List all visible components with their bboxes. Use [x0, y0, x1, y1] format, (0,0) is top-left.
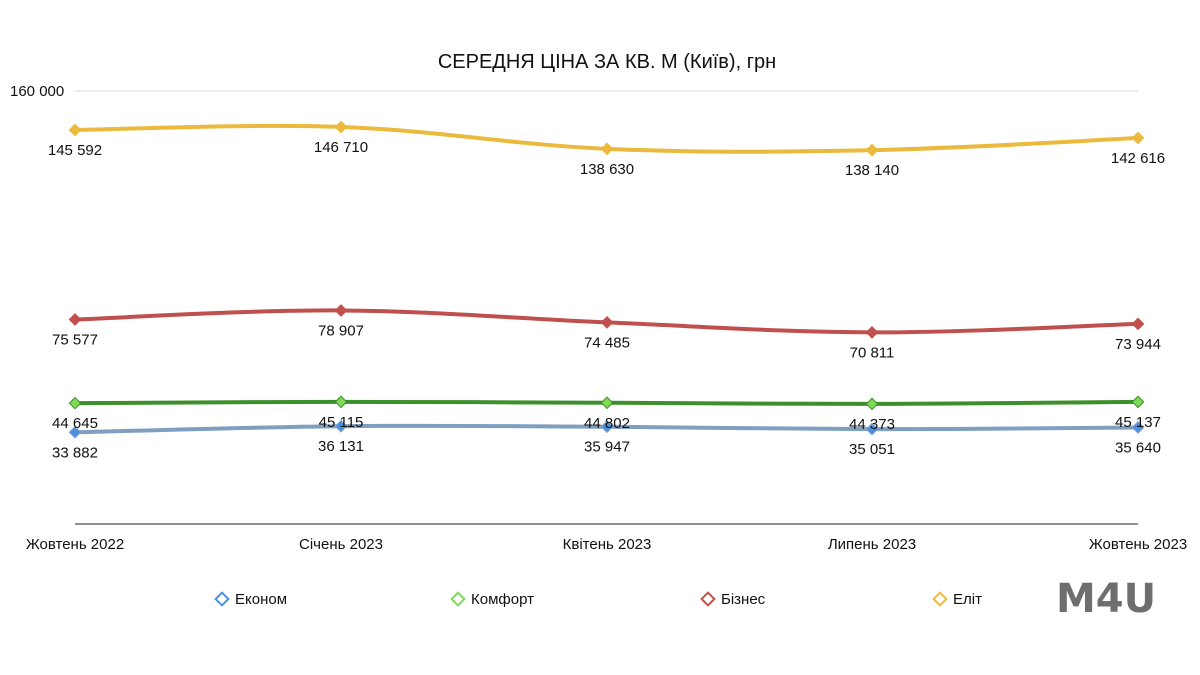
legend-label-biznes: Бізнес	[721, 591, 766, 608]
data-label-ekonom-1: 36 131	[318, 438, 364, 455]
data-label-komfort-2: 44 802	[584, 415, 630, 432]
data-label-elit-0: 145 592	[48, 142, 102, 159]
data-point-biznes-3	[865, 326, 879, 339]
grid-layer: 160 000	[10, 83, 1138, 100]
data-label-ekonom-3: 35 051	[849, 441, 895, 458]
data-point-komfort-1	[334, 395, 348, 409]
x-tick-label-4: Жовтень 2023	[1089, 536, 1187, 553]
x-axis: Жовтень 2022 Січень 2023 Квітень 2023 Липен…	[26, 523, 1187, 553]
data-point-komfort-0	[68, 396, 82, 410]
chart-title: СЕРЕДНЯ ЦІНА ЗА КВ. М (Київ), грн	[438, 51, 776, 73]
brand-logo: M4U	[1056, 576, 1156, 622]
x-tick-label-1: Січень 2023	[299, 536, 383, 553]
data-point-biznes-4	[1131, 317, 1145, 331]
data-label-biznes-4: 73 944	[1115, 336, 1161, 353]
y-tick-label-0: 160 000	[10, 83, 64, 100]
legend-label-elit: Еліт	[953, 591, 982, 608]
series-komfort: 44 645 45 115 44 802 44 373 45 137	[52, 395, 1161, 433]
x-tick-label-0: Жовтень 2022	[26, 536, 124, 553]
data-label-biznes-3: 70 811	[850, 344, 895, 361]
legend-marker-biznes	[700, 591, 716, 607]
data-label-elit-3: 138 140	[845, 162, 899, 179]
series-layer: 33 882 36 131 35 947 35 051 35 640 44 645 45 1…	[48, 120, 1165, 461]
data-label-biznes-1: 78 907	[318, 322, 364, 339]
series-elit: 145 592 146 710 138 630 138 140 142 616	[48, 120, 1165, 179]
data-point-komfort-2	[600, 396, 614, 410]
series-ekonom: 33 882 36 131 35 947 35 051 35 640	[52, 419, 1161, 461]
data-point-elit-2	[600, 142, 614, 156]
data-label-elit-1: 146 710	[314, 139, 368, 156]
legend-marker-komfort	[450, 591, 466, 607]
data-label-elit-4: 142 616	[1111, 150, 1165, 167]
data-point-elit-4	[1131, 131, 1145, 145]
data-label-biznes-0: 75 577	[52, 331, 98, 348]
data-point-biznes-1	[334, 304, 348, 317]
data-label-komfort-4: 45 137	[1115, 414, 1161, 431]
data-point-ekonom-1	[334, 419, 348, 433]
legend-marker-ekonom	[214, 591, 230, 607]
data-label-elit-2: 138 630	[580, 161, 634, 178]
legend-marker-elit	[932, 591, 948, 607]
series-biznes: 75 577 78 907 74 485 70 811 73 944	[52, 304, 1161, 361]
data-point-ekonom-3	[865, 422, 879, 436]
data-label-ekonom-2: 35 947	[584, 439, 630, 456]
data-point-ekonom-2	[600, 420, 614, 434]
x-tick-label-2: Квітень 2023	[563, 536, 652, 553]
data-point-biznes-2	[600, 316, 614, 329]
legend-label-komfort: Комфорт	[471, 591, 534, 608]
data-point-elit-0	[68, 123, 82, 137]
data-point-komfort-4	[1131, 395, 1145, 409]
data-label-komfort-0: 44 645	[52, 415, 98, 432]
data-point-biznes-0	[68, 313, 82, 326]
data-label-komfort-1: 45 115	[319, 414, 364, 431]
data-point-ekonom-4	[1131, 421, 1145, 434]
data-point-elit-1	[334, 120, 348, 134]
legend-label-ekonom: Економ	[235, 591, 287, 608]
data-label-biznes-2: 74 485	[584, 334, 630, 351]
data-label-ekonom-0: 33 882	[52, 444, 98, 461]
data-label-ekonom-4: 35 640	[1115, 440, 1161, 457]
data-point-komfort-3	[865, 397, 879, 411]
data-point-elit-3	[865, 143, 879, 157]
legend: Економ Комфорт Бізнес Еліт	[214, 591, 982, 608]
data-point-ekonom-0	[68, 425, 82, 439]
x-tick-label-3: Липень 2023	[828, 536, 916, 553]
data-label-komfort-3: 44 373	[849, 416, 895, 433]
